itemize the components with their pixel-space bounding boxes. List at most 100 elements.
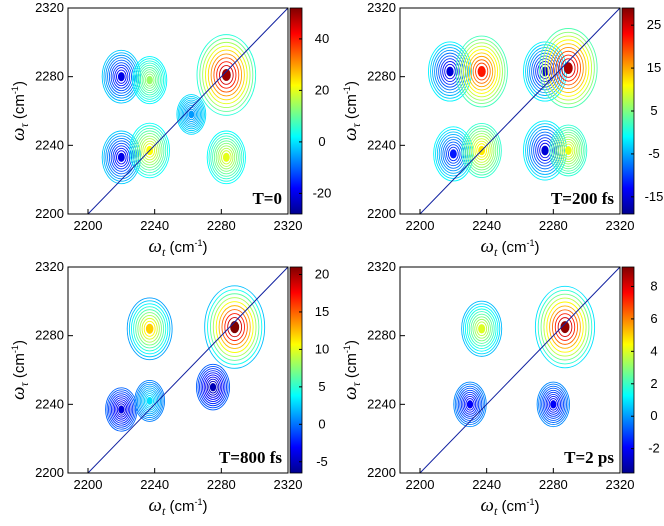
contours	[87, 267, 288, 473]
annotation: T=2 ps	[564, 448, 614, 467]
label-part: -1	[342, 86, 352, 94]
x-tick-label: 2240	[472, 477, 501, 492]
contour-ring	[133, 58, 166, 102]
contour-ring	[541, 31, 595, 105]
y-tick-label: 2240	[35, 396, 64, 411]
contour-ring	[230, 321, 240, 334]
y-tick-label: 2200	[35, 465, 64, 480]
label-part: -1	[194, 238, 202, 248]
contour-ring	[446, 66, 454, 77]
contour-ring	[132, 56, 168, 105]
label-part: (cm	[343, 353, 360, 382]
contour-ring	[197, 366, 229, 409]
contour-ring	[146, 75, 153, 85]
contour-ring	[537, 61, 553, 82]
x-tick-label: 2240	[472, 218, 501, 233]
label-part: )	[343, 340, 360, 345]
contour-ring	[138, 385, 161, 417]
contour-ring	[207, 289, 263, 365]
contour-ring	[555, 50, 582, 86]
contour-ring	[449, 149, 457, 159]
contour-ring	[464, 305, 499, 352]
contour-ring	[468, 311, 495, 347]
label-part: (cm	[165, 239, 194, 256]
plot-frame	[67, 7, 289, 215]
contour-ring	[535, 137, 555, 164]
plot-area	[400, 8, 620, 214]
contour-ring	[468, 133, 495, 168]
contour-ring	[210, 135, 243, 180]
annotation: T=0	[252, 189, 282, 208]
diagonal	[419, 267, 620, 473]
contour-ring	[188, 110, 195, 119]
contour-ring	[179, 97, 204, 132]
plot-frame	[399, 266, 621, 474]
contour-ring	[204, 45, 248, 105]
y-tick-label: 2240	[367, 396, 396, 411]
contour-ring	[541, 387, 566, 421]
x-axis-label: ωt (cm-1)	[149, 236, 208, 259]
label-part: τ	[17, 382, 31, 387]
colorbar-tick-label: -5	[648, 146, 660, 161]
contour-ring	[546, 301, 584, 353]
contour-ring	[200, 370, 226, 405]
contour-ring	[108, 59, 134, 94]
contour-ring	[221, 150, 232, 165]
contour-ring	[126, 297, 173, 361]
contour-ring	[105, 54, 138, 99]
x-tick-label: 2320	[274, 477, 303, 492]
label-part: τ	[17, 123, 31, 128]
contour-ring	[203, 374, 223, 400]
contour-ring	[212, 297, 257, 357]
contour-ring	[462, 393, 478, 415]
contour-ring	[208, 133, 245, 182]
colorbar-tick-label: 20	[315, 266, 329, 281]
y-axis-label: ωτ (cm-1)	[340, 81, 363, 141]
contour-ring	[196, 34, 257, 116]
label-part: )	[11, 340, 28, 345]
contour-ring	[461, 122, 502, 178]
y-tick-label: 2320	[367, 0, 396, 15]
contour-ring	[463, 396, 477, 413]
contour-ring	[112, 145, 131, 170]
contour-ring	[551, 127, 586, 174]
x-axis-label: ωt (cm-1)	[481, 236, 540, 259]
contour-ring	[440, 58, 460, 85]
contour-ring	[550, 43, 587, 93]
y-tick-label: 2320	[367, 259, 396, 274]
label-part: ω	[149, 236, 162, 257]
label-part: ω	[8, 387, 29, 400]
contour-ring	[460, 42, 503, 101]
x-tick-label: 2240	[140, 218, 169, 233]
contour-ring	[202, 41, 251, 108]
contour-ring	[110, 142, 132, 172]
contour-ring	[563, 143, 574, 158]
contour-ring	[430, 44, 470, 99]
contour-ring	[466, 400, 474, 409]
contours	[87, 8, 288, 214]
contour-ring	[216, 61, 237, 89]
contour-ring	[527, 126, 563, 175]
contour-ring	[549, 305, 581, 349]
contour-ring	[463, 303, 501, 355]
contour-ring	[457, 39, 506, 104]
contour-ring	[217, 145, 236, 170]
x-axis-label: ωt (cm-1)	[481, 495, 540, 518]
x-tick-label: 2320	[274, 218, 303, 233]
contour-ring	[552, 47, 584, 90]
contour-ring	[117, 72, 125, 82]
contour-ring	[134, 130, 165, 171]
contour-ring	[105, 135, 138, 180]
contour-ring	[199, 38, 254, 112]
contour-ring	[118, 405, 125, 414]
contour-ring	[454, 383, 486, 426]
label-part: )	[343, 81, 360, 86]
contour-ring	[131, 303, 169, 355]
y-tick-label: 2280	[367, 69, 396, 84]
diagonal	[87, 8, 288, 214]
contours	[419, 8, 620, 214]
annotation: T=800 fs	[219, 448, 282, 467]
contour-ring	[534, 285, 596, 369]
